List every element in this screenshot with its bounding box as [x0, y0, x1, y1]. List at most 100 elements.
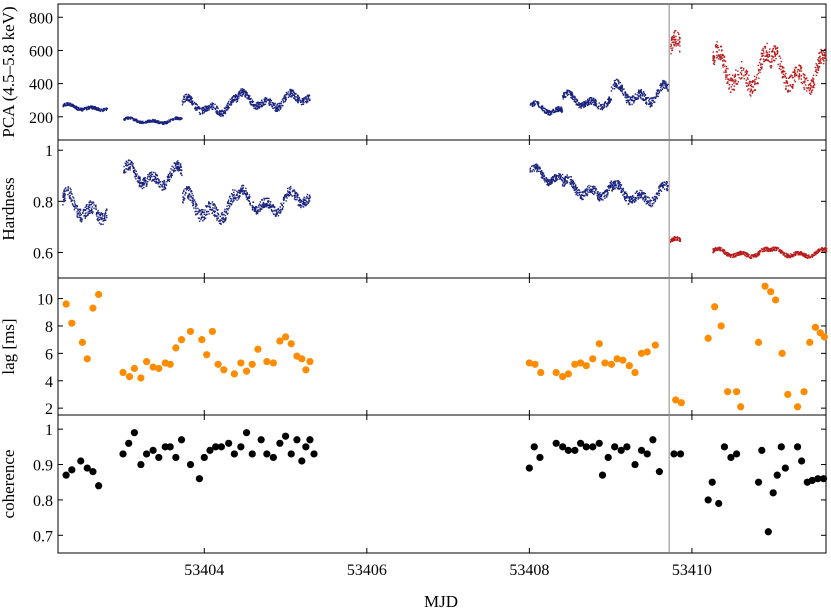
data-point	[187, 197, 189, 199]
data-point	[571, 95, 573, 98]
data-point	[253, 210, 256, 212]
data-point	[127, 159, 130, 162]
data-point	[88, 208, 90, 211]
data-point	[580, 196, 582, 198]
data-point	[175, 165, 177, 167]
data-point	[227, 201, 229, 203]
data-point	[792, 71, 795, 73]
data-point	[629, 98, 632, 100]
data-point	[660, 84, 662, 86]
data-point	[716, 247, 718, 249]
data-point	[280, 210, 282, 212]
data-point	[262, 104, 264, 106]
data-point	[542, 171, 544, 174]
data-point	[807, 255, 809, 257]
data-point	[287, 91, 290, 93]
data-point	[287, 190, 289, 192]
data-point	[135, 174, 138, 177]
data-point	[559, 373, 567, 381]
data-point	[289, 89, 291, 91]
data-point	[184, 100, 187, 102]
data-point	[818, 65, 821, 68]
data-point	[102, 212, 104, 215]
data-point	[785, 88, 787, 90]
data-point	[619, 86, 621, 89]
data-point	[287, 450, 295, 458]
data-point	[650, 104, 653, 106]
data-point	[808, 89, 811, 92]
data-point	[632, 201, 634, 203]
data-point	[220, 113, 223, 115]
data-point	[193, 103, 195, 105]
data-point	[540, 171, 542, 173]
data-point	[802, 81, 805, 83]
data-point	[216, 212, 219, 214]
data-point	[559, 109, 561, 111]
data-point	[286, 193, 288, 195]
data-point	[787, 255, 789, 257]
data-point	[712, 56, 714, 58]
data-point	[824, 57, 827, 59]
data-point	[87, 108, 89, 110]
data-point	[281, 207, 284, 209]
data-point	[191, 199, 193, 202]
data-point	[582, 194, 585, 197]
data-point	[793, 403, 802, 411]
data-point	[590, 96, 593, 99]
data-point	[654, 101, 656, 103]
data-point	[602, 199, 604, 201]
data-point	[545, 177, 547, 179]
data-point	[207, 203, 210, 205]
data-point	[158, 182, 161, 184]
data-point	[302, 103, 304, 106]
data-point	[798, 78, 800, 80]
data-point	[135, 118, 137, 120]
data-point	[818, 57, 820, 59]
data-point	[133, 119, 136, 122]
data-point	[73, 208, 76, 211]
data-point	[720, 50, 723, 52]
data-point	[584, 104, 587, 107]
data-point	[671, 41, 674, 44]
data-point	[162, 183, 164, 185]
data-point	[289, 185, 292, 188]
data-point	[245, 94, 247, 97]
data-point	[262, 201, 265, 204]
data-point	[737, 81, 739, 83]
data-point	[670, 240, 672, 243]
data-point	[123, 119, 126, 121]
data-point	[678, 40, 681, 43]
data-point	[306, 94, 309, 97]
data-point	[727, 252, 729, 255]
data-point	[251, 206, 254, 209]
data-point	[130, 364, 138, 373]
data-point	[593, 97, 595, 100]
data-point	[227, 106, 229, 108]
data-point	[295, 193, 297, 195]
data-point	[292, 190, 294, 192]
data-point	[134, 173, 137, 176]
data-point	[665, 81, 667, 83]
data-point	[752, 255, 755, 258]
data-point	[763, 248, 765, 250]
data-point	[197, 207, 199, 210]
data-point	[232, 101, 235, 103]
data-point	[90, 209, 93, 212]
data-point	[259, 103, 262, 105]
data-point	[617, 180, 619, 183]
data-point	[183, 101, 186, 103]
data-point	[64, 103, 66, 105]
data-point	[178, 168, 180, 171]
data-point	[168, 119, 170, 121]
data-point	[97, 217, 99, 220]
data-point	[755, 253, 757, 256]
data-point	[230, 103, 233, 105]
data-point	[763, 250, 765, 252]
data-point	[766, 42, 768, 45]
data-point	[805, 87, 808, 89]
data-point	[744, 71, 746, 73]
data-point	[559, 173, 561, 175]
data-point	[560, 106, 562, 109]
data-point	[189, 100, 191, 102]
data-point	[302, 206, 305, 208]
